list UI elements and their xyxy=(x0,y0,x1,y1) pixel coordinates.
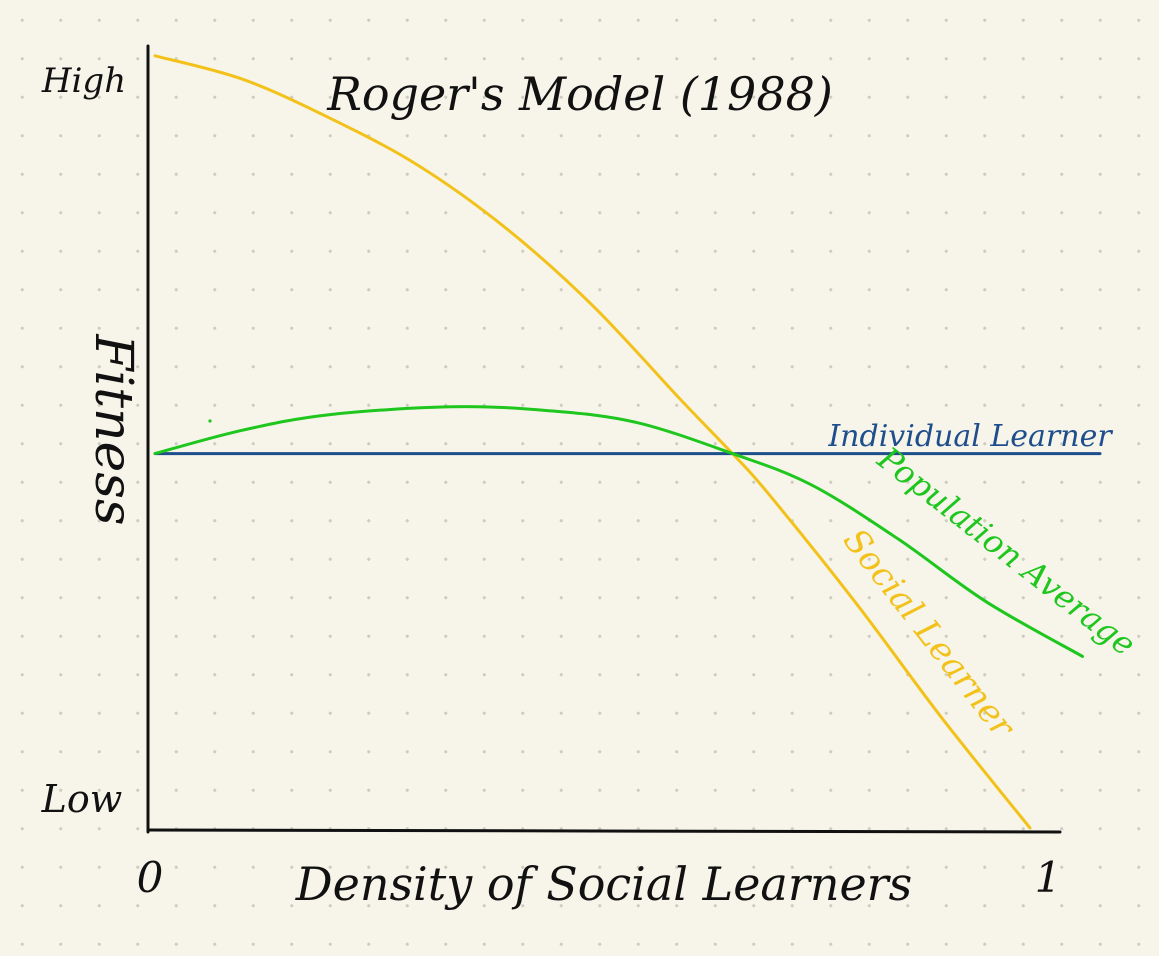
y-axis-label: Fitness xyxy=(83,333,143,525)
series-line-population-average xyxy=(153,405,1084,658)
x-tick-0: 0 xyxy=(137,853,164,902)
chart-title: Roger's Model (1988) xyxy=(326,67,833,121)
label-individual-learner: Individual Learner xyxy=(827,419,1113,454)
series-line-social-learner xyxy=(153,54,1032,830)
x-axis xyxy=(146,828,1062,834)
x-axis-label: Density of Social Learners xyxy=(295,857,913,911)
x-tick-1: 1 xyxy=(1035,853,1062,902)
stray-dot xyxy=(208,419,212,423)
series-layer xyxy=(153,54,1102,830)
y-tick-high: High xyxy=(41,61,126,101)
y-tick-low: Low xyxy=(41,777,123,821)
